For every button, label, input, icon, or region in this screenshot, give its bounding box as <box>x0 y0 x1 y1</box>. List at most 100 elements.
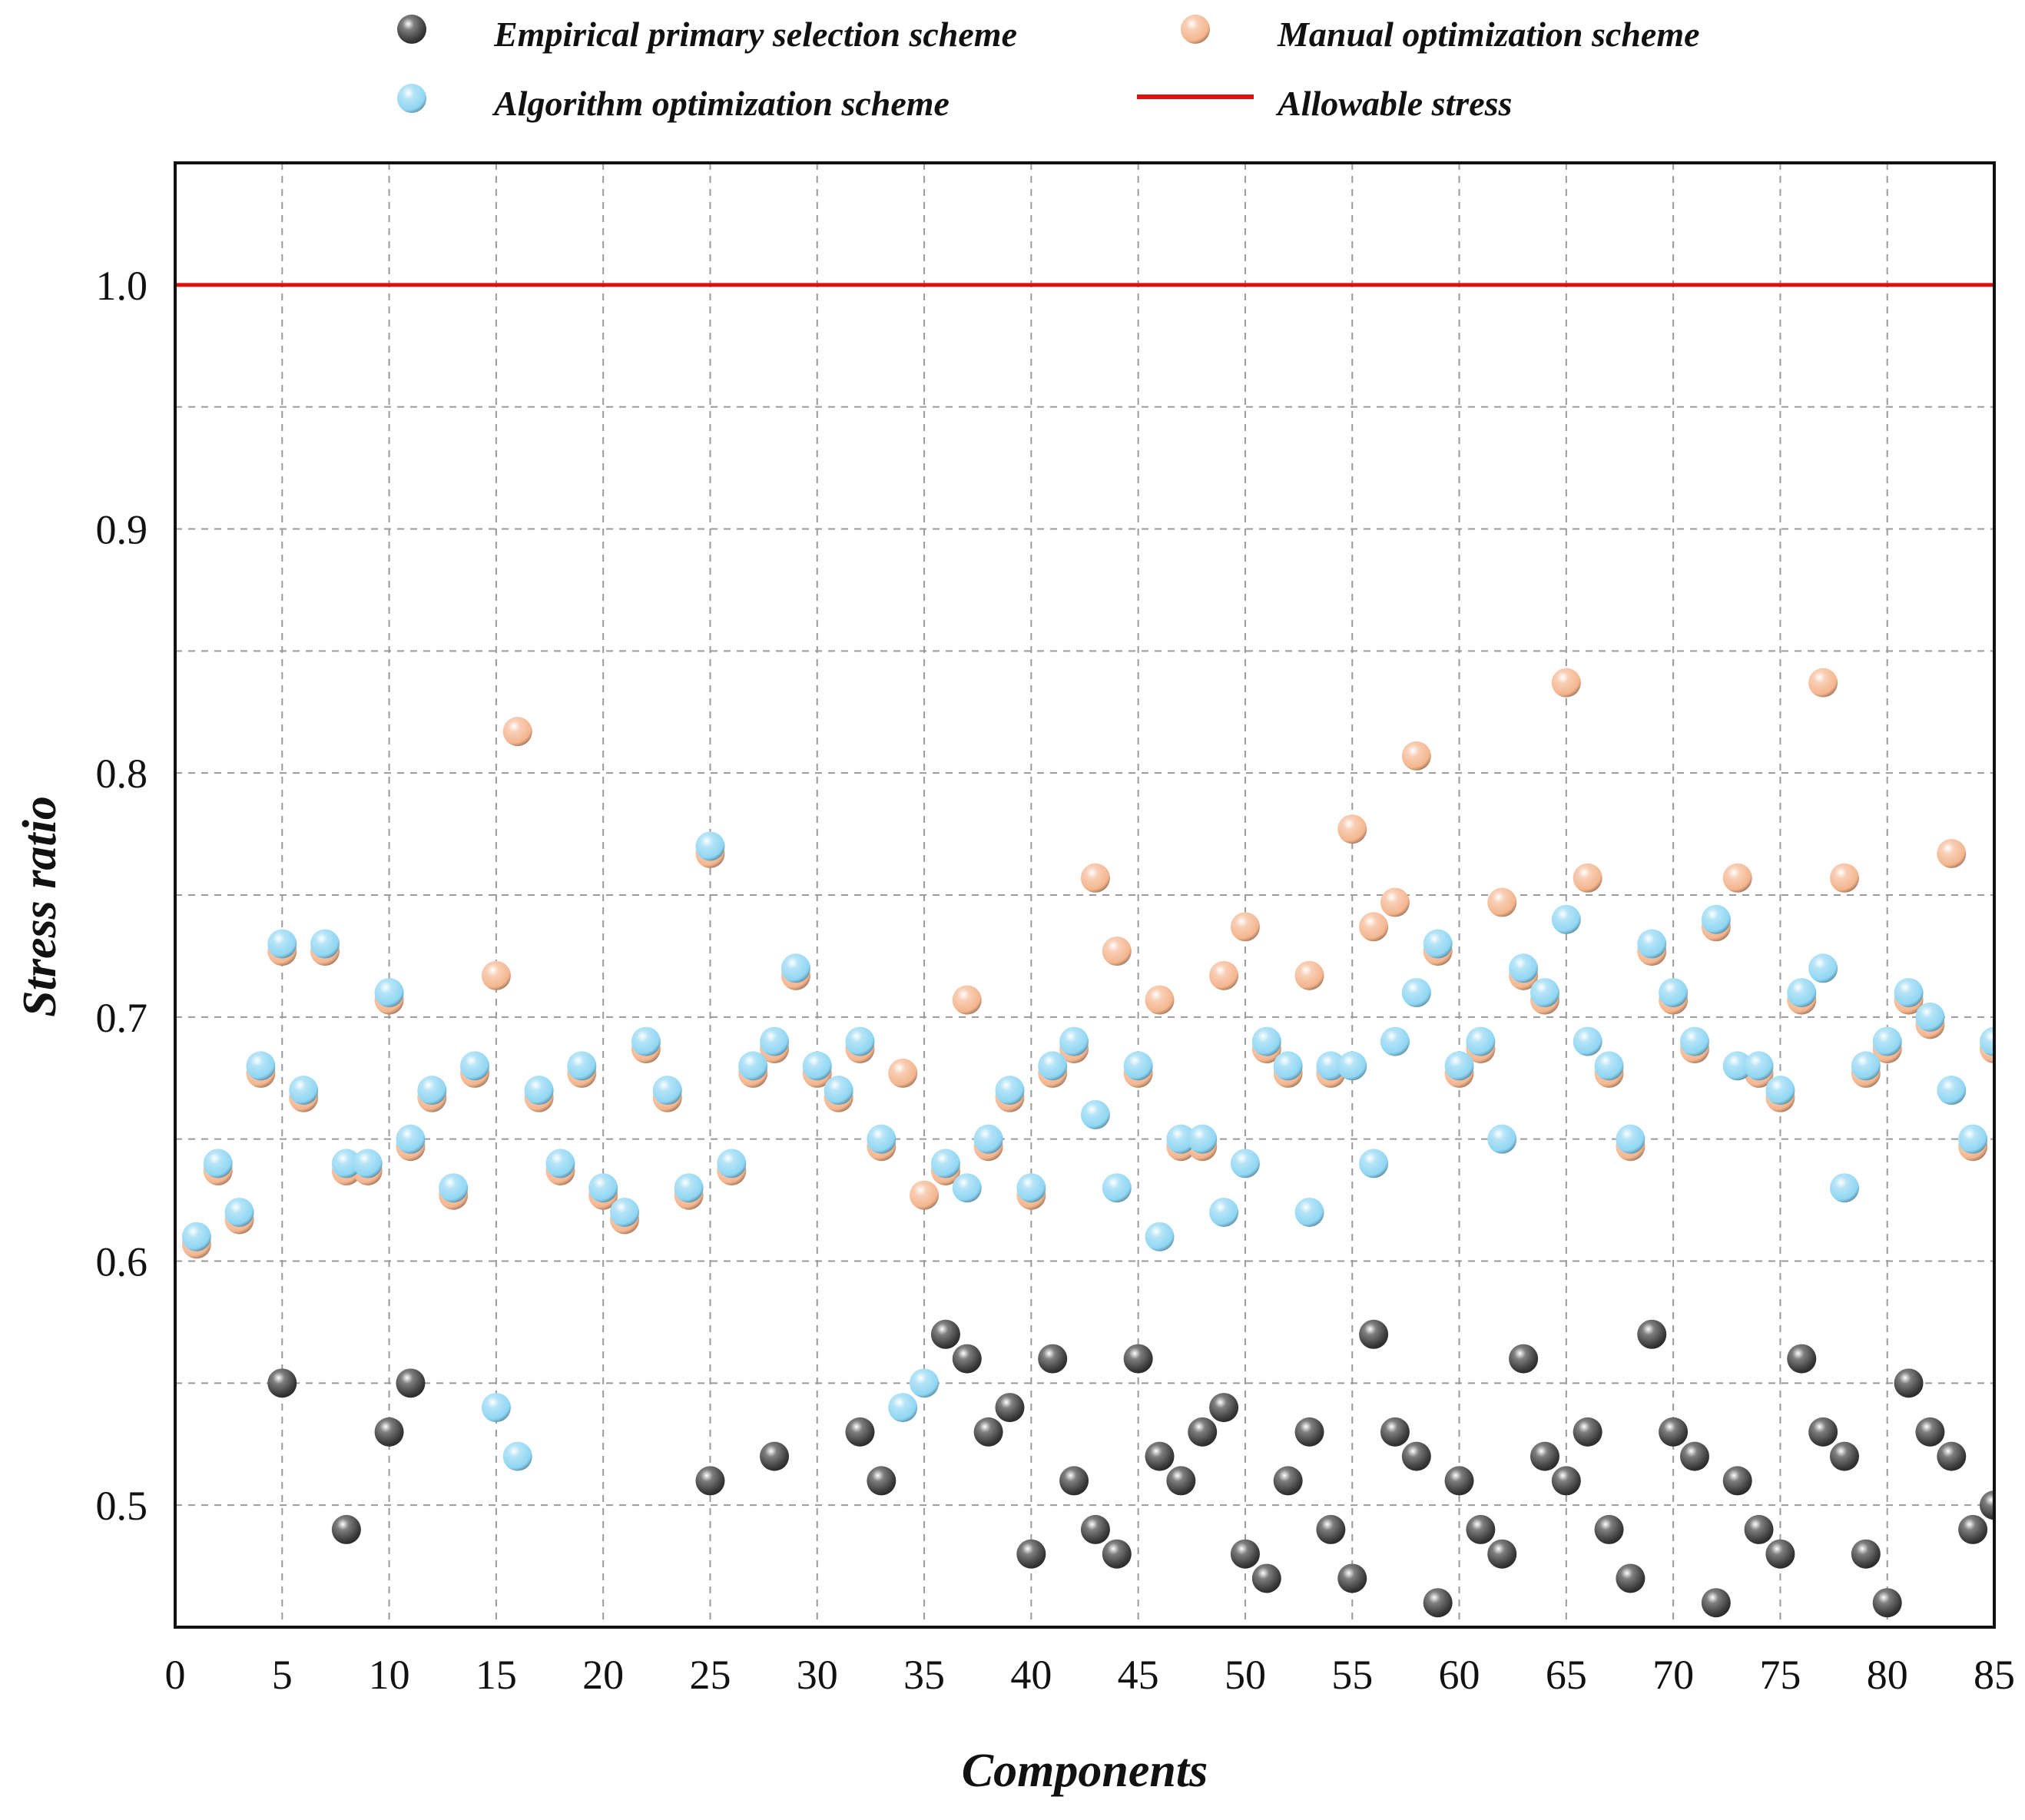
data-point <box>1829 863 1859 893</box>
data-point <box>1937 1441 1967 1471</box>
data-point <box>1787 978 1817 1008</box>
data-point <box>1573 1026 1602 1056</box>
data-point <box>588 1173 618 1203</box>
data-point <box>1337 1051 1367 1081</box>
data-point <box>867 1124 897 1154</box>
legend-label-allowable-stress: Allowable stress <box>1275 84 1512 123</box>
data-point <box>1937 838 1967 868</box>
data-point <box>1980 1490 1994 1520</box>
data-point <box>1894 1368 1924 1398</box>
data-point <box>760 1026 790 1056</box>
legend-item-algorithm: Algorithm optimization scheme <box>397 84 950 123</box>
data-point <box>674 1173 704 1203</box>
x-tick-label: 75 <box>1759 1652 1801 1698</box>
data-point <box>1808 668 1838 698</box>
data-point <box>1294 960 1324 990</box>
data-point <box>910 1180 940 1210</box>
legend-item-empirical: Empirical primary selection scheme <box>397 15 1017 54</box>
data-point <box>1359 1149 1389 1179</box>
data-point <box>1551 1466 1581 1496</box>
legend-label-empirical: Empirical primary selection scheme <box>493 15 1017 54</box>
data-point <box>1958 1124 1988 1154</box>
data-point <box>1123 1344 1153 1374</box>
data-point <box>1616 1124 1646 1154</box>
data-point <box>1787 1344 1817 1374</box>
data-point <box>1915 1417 1945 1447</box>
x-tick-label: 35 <box>903 1652 945 1698</box>
x-tick-label: 20 <box>582 1652 624 1698</box>
data-point <box>1380 887 1410 917</box>
data-point <box>1765 1539 1795 1569</box>
data-point <box>331 1514 361 1544</box>
data-point <box>545 1149 575 1179</box>
data-point <box>1251 1563 1281 1593</box>
data-point <box>1915 1002 1945 1032</box>
data-point <box>1188 1417 1218 1447</box>
data-point <box>481 960 511 990</box>
data-point <box>1980 1026 1994 1056</box>
legend-label-manual: Manual optimization scheme <box>1277 15 1700 54</box>
data-point <box>695 831 725 861</box>
data-point <box>995 1393 1025 1423</box>
data-point <box>952 985 982 1015</box>
data-point <box>1466 1026 1496 1056</box>
data-point <box>310 929 340 959</box>
data-point <box>1251 1026 1281 1056</box>
data-point <box>1573 1417 1602 1447</box>
data-point <box>973 1417 1003 1447</box>
data-point <box>460 1051 490 1081</box>
data-point <box>802 1051 832 1081</box>
data-point <box>1102 1539 1132 1569</box>
data-point <box>1230 1149 1260 1179</box>
data-point <box>502 1441 532 1471</box>
data-point <box>1594 1514 1624 1544</box>
x-tick-label: 45 <box>1118 1652 1159 1698</box>
data-point <box>1466 1514 1496 1544</box>
data-point <box>439 1173 469 1203</box>
legend-marker-algorithm <box>397 84 426 113</box>
data-point <box>1102 937 1132 966</box>
data-point <box>1080 1514 1110 1544</box>
data-point <box>1679 1026 1709 1056</box>
x-tick-label: 85 <box>1974 1652 2015 1698</box>
y-axis-title: Stress ratio <box>14 796 66 1017</box>
legend-marker-manual <box>1181 15 1210 44</box>
data-point <box>481 1393 511 1423</box>
data-point <box>1401 978 1431 1008</box>
y-tick-label: 0.7 <box>96 995 148 1041</box>
data-point <box>267 1368 297 1398</box>
data-point <box>1872 1026 1902 1056</box>
data-point <box>1230 912 1260 942</box>
data-point <box>910 1368 940 1398</box>
data-point <box>1487 887 1517 917</box>
data-point <box>1551 668 1581 698</box>
data-point <box>1273 1051 1303 1081</box>
data-point <box>930 1149 960 1179</box>
data-point <box>1188 1124 1218 1154</box>
data-point <box>845 1026 875 1056</box>
data-point <box>717 1149 747 1179</box>
data-point <box>1080 1099 1110 1129</box>
legend-item-manual: Manual optimization scheme <box>1181 15 1700 54</box>
data-point <box>952 1173 982 1203</box>
data-point <box>224 1197 254 1227</box>
data-point <box>1679 1441 1709 1471</box>
data-point <box>1123 1051 1153 1081</box>
data-point <box>973 1124 1003 1154</box>
data-point <box>1337 814 1367 844</box>
x-axis-title: Components <box>962 1745 1208 1797</box>
y-tick-label: 0.5 <box>96 1483 148 1529</box>
series-1-points <box>181 668 1994 1259</box>
data-point <box>374 978 404 1008</box>
data-point <box>524 1076 554 1106</box>
data-point <box>1059 1466 1089 1496</box>
data-point <box>1444 1051 1474 1081</box>
data-point <box>1509 1344 1539 1374</box>
data-point <box>1316 1514 1346 1544</box>
data-point <box>1765 1076 1795 1106</box>
data-point <box>1423 929 1453 959</box>
data-point <box>1359 912 1389 942</box>
data-point <box>888 1058 918 1088</box>
x-tick-label: 10 <box>369 1652 410 1698</box>
